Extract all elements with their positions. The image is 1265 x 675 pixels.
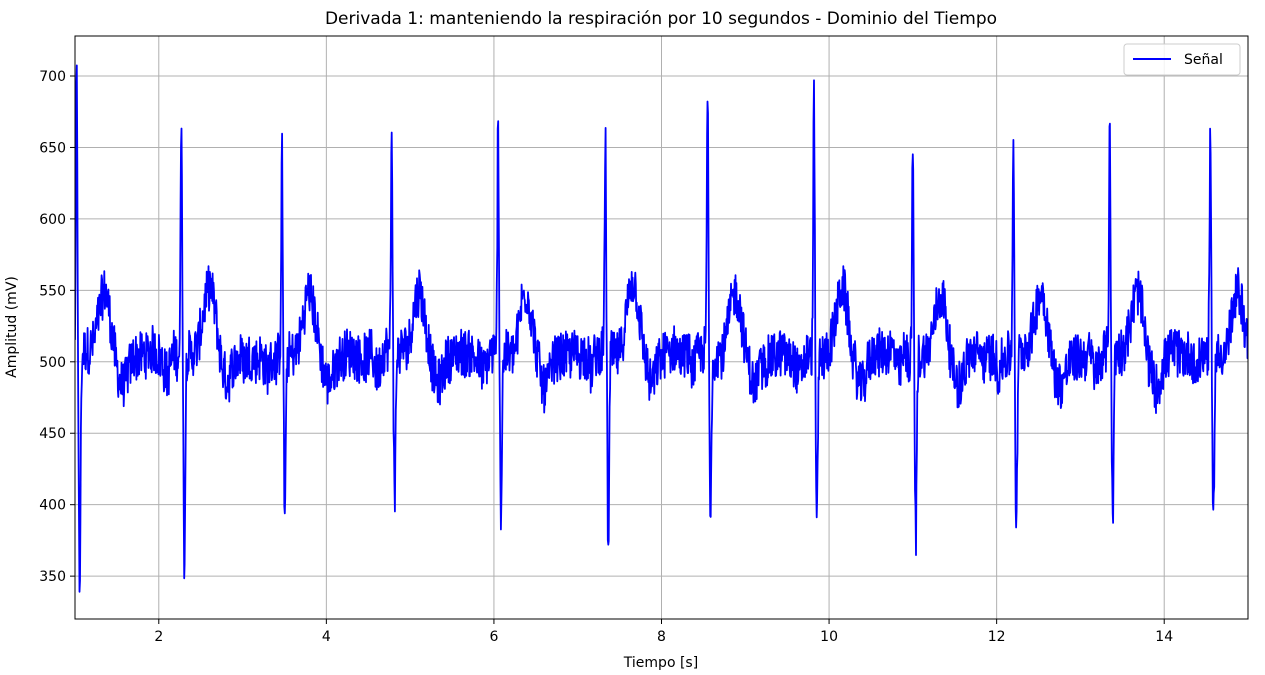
legend: Señal <box>1123 43 1241 76</box>
x-tick-label: 6 <box>489 629 498 645</box>
legend-label: Señal <box>1184 52 1223 68</box>
series-line-senal <box>75 64 1248 593</box>
y-ticks: 350 400 450 500 550 600 650 700 <box>39 69 75 585</box>
y-tick-label: 350 <box>39 569 66 585</box>
legend-box <box>1123 43 1241 76</box>
y-tick-label: 600 <box>39 212 66 228</box>
grid <box>75 36 1248 619</box>
x-tick-label: 10 <box>820 629 838 645</box>
y-tick-label: 650 <box>39 140 66 156</box>
y-tick-label: 500 <box>39 355 66 371</box>
x-axis-label: Tiempo [s] <box>623 655 698 671</box>
plot-area <box>75 64 1248 593</box>
x-tick-label: 2 <box>154 629 163 645</box>
y-tick-label: 700 <box>39 69 66 85</box>
x-tick-label: 14 <box>1155 629 1173 645</box>
x-tick-label: 12 <box>988 629 1006 645</box>
x-tick-label: 4 <box>322 629 331 645</box>
chart-title: Derivada 1: manteniendo la respiración p… <box>325 9 997 29</box>
y-tick-label: 550 <box>39 283 66 299</box>
plot-frame <box>74 35 1249 620</box>
y-tick-label: 450 <box>39 426 66 442</box>
x-tick-label: 8 <box>657 629 666 645</box>
y-axis-label: Amplitud (mV) <box>4 276 20 378</box>
x-ticks: 2 4 6 8 10 12 14 <box>154 619 1173 645</box>
y-tick-label: 400 <box>39 498 66 514</box>
